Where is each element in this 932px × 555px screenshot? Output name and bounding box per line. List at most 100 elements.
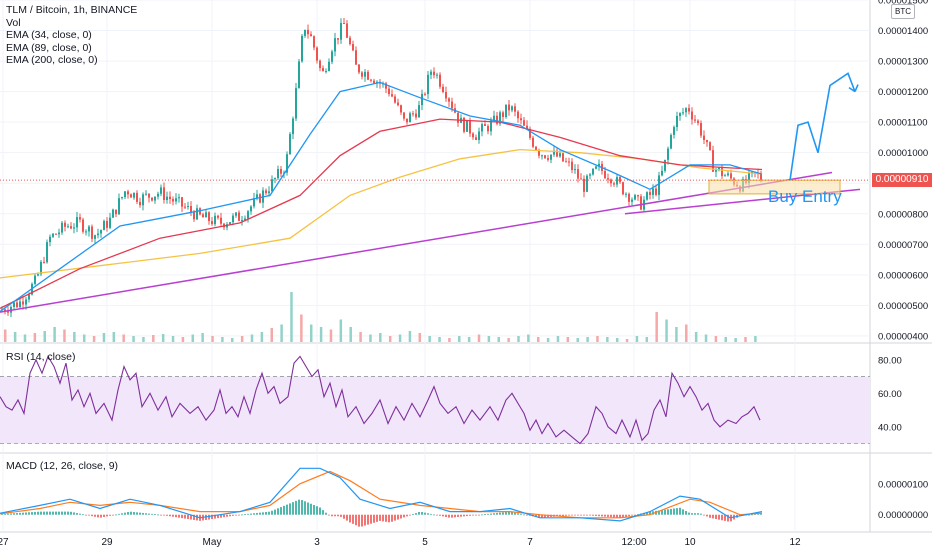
macd-histogram-bar (226, 514, 228, 517)
macd-label: MACD (12, 26, close, 9) (6, 460, 119, 472)
candle-body (577, 169, 579, 179)
candle-body (403, 112, 405, 119)
macd-histogram-bar (421, 512, 423, 515)
candle-body (463, 117, 465, 132)
macd-histogram-bar (187, 514, 189, 520)
volume-bar (428, 336, 431, 342)
macd-histogram-bar (649, 511, 651, 515)
candle-body (319, 60, 321, 69)
candle-body (70, 226, 72, 229)
volume-bar (517, 336, 520, 342)
macd-histogram-bar (376, 514, 378, 522)
volume-bar (704, 334, 708, 342)
macd-histogram-bar (724, 514, 726, 521)
candle-body (205, 212, 207, 218)
macd-histogram-bar (274, 509, 276, 515)
volume-bar (211, 336, 214, 342)
macd-histogram-bar (631, 514, 633, 516)
candle-body (346, 23, 348, 38)
price-tick-label: 0.00001400 (878, 26, 928, 37)
candle-body (631, 199, 633, 202)
buy-entry-annotation: Buy Entry (768, 187, 842, 206)
macd-histogram-bar (241, 514, 243, 516)
candle-body (13, 302, 15, 307)
currency-badge[interactable]: BTC (891, 4, 915, 19)
macd-histogram-bar (61, 511, 63, 515)
macd-histogram-bar (589, 514, 591, 516)
macd-histogram-bar (112, 514, 114, 516)
candle-body (442, 86, 444, 93)
macd-histogram-bar (19, 512, 21, 515)
macd-histogram-bar (148, 513, 150, 515)
candle-body (655, 188, 657, 195)
candle-body (583, 178, 585, 192)
volume-bar (63, 329, 66, 342)
macd-histogram-bar (103, 514, 105, 517)
macd-histogram-bar (175, 514, 177, 518)
candle-body (544, 155, 546, 159)
macd-histogram-bar (454, 514, 456, 518)
macd-histogram-bar (523, 514, 525, 516)
macd-histogram-bar (628, 514, 630, 516)
volume-bar (13, 332, 17, 342)
macd-histogram-bar (64, 511, 66, 515)
macd-histogram-bar (49, 511, 51, 515)
macd-histogram-bar (607, 514, 609, 517)
candle-body (229, 222, 231, 225)
volume-bar (102, 333, 106, 342)
candle-body (640, 196, 642, 210)
volume-bar (527, 334, 530, 342)
volume-bar (270, 328, 273, 342)
candle-body (28, 294, 30, 300)
x-tick-label: 29 (101, 537, 113, 548)
candle-body (490, 120, 492, 132)
candle-body (235, 212, 237, 216)
volume-bar (280, 324, 283, 342)
macd-histogram-bar (559, 514, 561, 517)
candle-body (619, 177, 621, 183)
volume-bar (181, 337, 185, 342)
candle-body (97, 233, 99, 236)
candle-body (343, 22, 345, 24)
volume-bar (596, 336, 599, 342)
candle-body (241, 220, 243, 222)
macd-histogram-bar (160, 514, 162, 516)
volume-bar (556, 336, 560, 342)
candle-body (124, 191, 126, 198)
macd-histogram-bar (451, 514, 453, 518)
candle-body (115, 209, 117, 215)
candle-body (244, 218, 246, 221)
macd-histogram-bar (691, 513, 693, 515)
candle-body (310, 34, 312, 37)
macd-histogram-bar (694, 513, 696, 515)
volume-bar (625, 339, 629, 342)
macd-histogram-bar (322, 510, 324, 515)
macd-histogram-bar (718, 514, 720, 520)
macd-histogram-bar (667, 509, 669, 515)
projection-arrowhead (848, 84, 859, 93)
candle-body (373, 80, 375, 84)
candle-body (652, 188, 654, 195)
volume-bar (132, 336, 135, 342)
candle-body (658, 175, 660, 195)
main-price-pane: Buy Entry (0, 17, 870, 342)
candle-body (727, 173, 729, 176)
macd-histogram-bar (334, 514, 336, 517)
candle-body (250, 206, 252, 212)
macd-histogram-bar (130, 511, 132, 515)
candle-body (520, 118, 522, 121)
candle-body (574, 169, 576, 171)
legend-vol: Vol (6, 16, 21, 29)
macd-histogram-bar (544, 514, 546, 518)
macd-histogram-bar (268, 511, 270, 515)
macd-histogram-bar (31, 512, 33, 515)
volume-bar (201, 333, 204, 342)
candle-body (469, 120, 471, 134)
candle-body (493, 115, 495, 121)
candle-body (697, 120, 699, 124)
candle-body (508, 104, 510, 111)
volume-bar (171, 336, 175, 342)
macd-histogram-bar (379, 514, 381, 521)
macd-histogram-bar (520, 513, 522, 515)
